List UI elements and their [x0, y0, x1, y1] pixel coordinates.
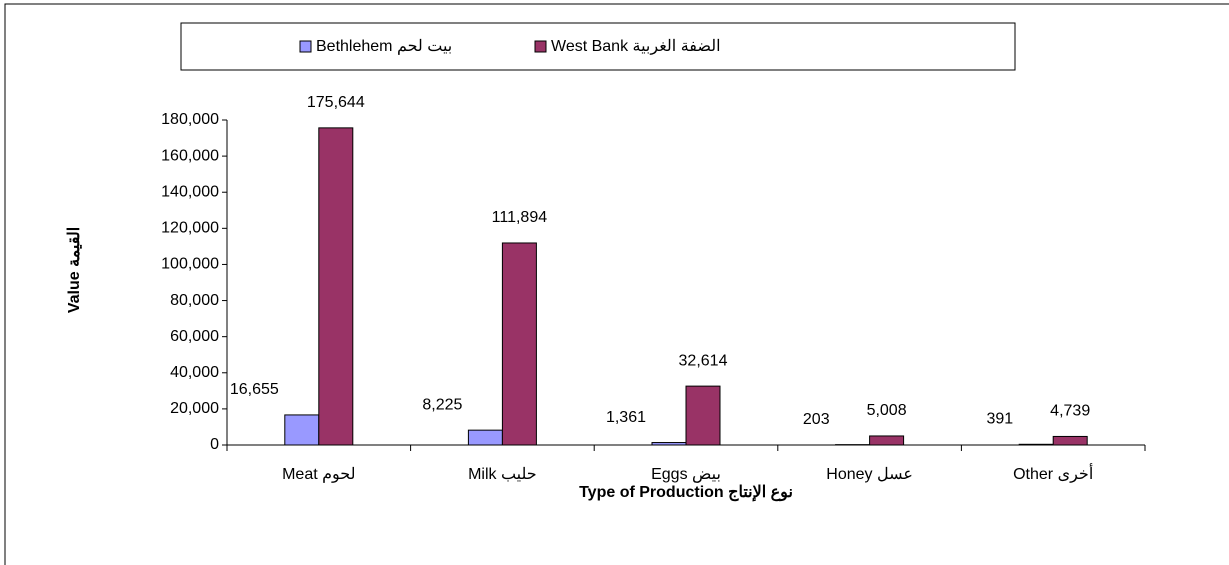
x-tick-label: Eggs بيض [651, 466, 721, 483]
data-label: 391 [986, 411, 1013, 428]
data-label: 5,008 [867, 402, 907, 419]
data-label: 4,739 [1050, 403, 1090, 420]
data-label: 203 [803, 411, 830, 428]
bar [284, 414, 320, 446]
bar [869, 435, 905, 446]
y-tick-label: 100,000 [161, 256, 219, 273]
legend-box [180, 22, 1016, 71]
chart-frame [4, 3, 1229, 565]
bar [685, 385, 721, 446]
y-tick-label: 40,000 [170, 364, 219, 381]
data-label: 32,614 [679, 352, 728, 369]
data-label: 8,225 [422, 396, 462, 413]
legend-swatch [299, 40, 312, 53]
y-tick-label: 180,000 [161, 111, 219, 128]
x-tick-label: Honey عسل [826, 466, 913, 483]
data-label: 111,894 [492, 209, 548, 226]
legend-swatch [534, 40, 547, 53]
legend-label: West Bank الضفة الغربية [551, 38, 721, 55]
y-tick-label: 80,000 [170, 292, 219, 309]
bar [1052, 435, 1088, 446]
y-tick-label: 140,000 [161, 183, 219, 200]
x-axis-title: Type of Production نوع الإنتاج [579, 484, 793, 502]
data-label: 175,644 [307, 94, 365, 111]
data-label: 1,361 [606, 409, 646, 426]
y-tick-label: 0 [210, 436, 219, 453]
y-tick-label: 20,000 [170, 400, 219, 417]
x-tick-label: Meat لحوم [282, 466, 355, 483]
y-axis-title: Value القيمة [66, 227, 83, 313]
y-tick-label: 120,000 [161, 220, 219, 237]
bar [467, 429, 503, 446]
legend-label: Bethlehem بيت لحم [316, 38, 452, 55]
y-tick-label: 160,000 [161, 147, 219, 164]
data-label: 16,655 [230, 381, 279, 398]
x-tick-label: Milk حليب [468, 466, 537, 483]
x-tick-label: Other أخرى [1013, 463, 1093, 483]
y-tick-label: 60,000 [170, 328, 219, 345]
bar [318, 127, 354, 446]
bar [651, 442, 687, 446]
bar [501, 242, 537, 446]
bar [1018, 443, 1054, 446]
